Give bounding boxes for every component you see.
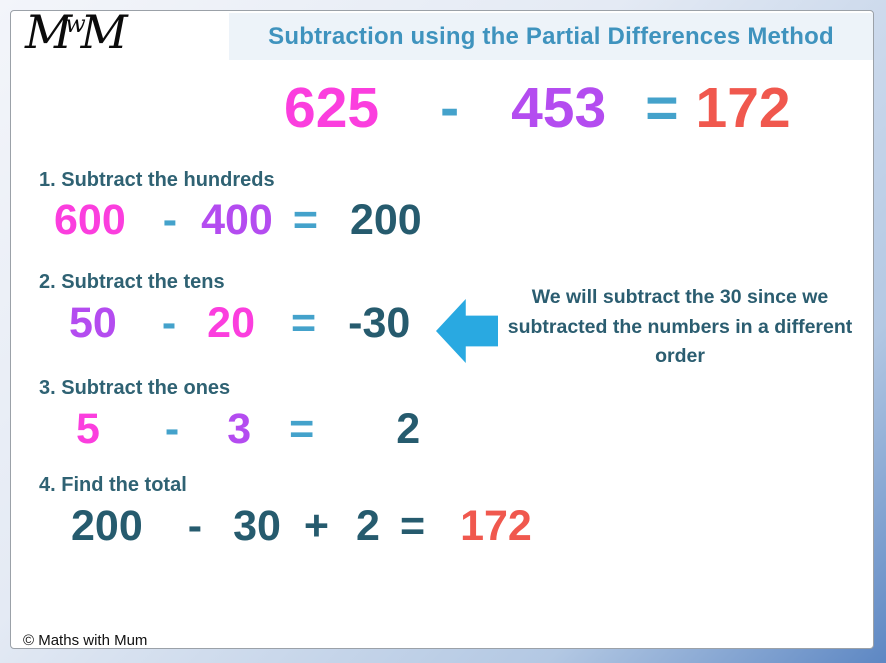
main-minuend: 625: [284, 76, 380, 140]
equation-token: 30: [233, 502, 281, 550]
slide-title: Subtraction using the Partial Difference…: [268, 22, 834, 50]
logo-letter-w: w: [65, 10, 86, 38]
title-bar: Subtraction using the Partial Difference…: [229, 13, 873, 60]
equation-token: 172: [460, 502, 532, 550]
step-1-equation: 600 - 400 = 200: [54, 196, 422, 245]
logo-letter-m1: M: [25, 5, 73, 59]
main-equals-sign: =: [645, 76, 679, 140]
main-result: 172: [695, 76, 791, 140]
minus-sign: -: [164, 405, 180, 453]
step-3-heading: 3. Subtract the ones: [39, 377, 231, 399]
equation-token: 600: [54, 196, 126, 244]
logo-letter-m2: M: [80, 5, 128, 59]
equals-sign: =: [399, 502, 426, 550]
equation-token: 200: [71, 502, 143, 550]
equation-token: 20: [207, 299, 256, 347]
equation-token: 5: [76, 405, 100, 453]
equals-sign: =: [291, 299, 317, 347]
plus-sign: +: [303, 502, 330, 550]
equation-token: 2: [396, 405, 421, 453]
step-3-equation: 5 - 3 = 2: [76, 405, 420, 454]
equals-sign: =: [289, 405, 315, 453]
equation-token: 2: [356, 502, 380, 550]
step-2-heading: 2. Subtract the tens: [39, 271, 225, 293]
step-1-heading: 1. Subtract the hundreds: [39, 169, 275, 191]
annotation-text: We will subtract the 30 since we subtrac…: [507, 286, 853, 367]
equals-sign: =: [292, 196, 318, 244]
main-equation: 625 - 453 = 172: [284, 75, 791, 141]
maths-with-mum-logo: MwM: [25, 9, 128, 55]
equation-token: 200: [349, 196, 422, 244]
minus-sign: -: [162, 196, 178, 244]
left-arrow-icon: [436, 299, 498, 363]
main-subtrahend: 453: [511, 76, 607, 140]
step-2-equation: 50 - 20 = -30: [69, 299, 410, 348]
equation-token: -30: [348, 299, 411, 347]
step-4-heading: 4. Find the total: [39, 474, 187, 496]
minus-sign: -: [161, 299, 177, 347]
equation-token: 50: [69, 299, 117, 347]
step-4-equation: 200 - 30 + 2 = 172: [71, 502, 532, 551]
copyright-notice: © Maths with Mum: [23, 632, 148, 649]
minus-sign: -: [187, 502, 203, 550]
equation-token: 3: [227, 405, 252, 453]
slide: MwM Subtraction using the Partial Differ…: [10, 9, 874, 649]
main-minus-sign: -: [440, 76, 460, 140]
equation-token: 400: [201, 196, 273, 244]
